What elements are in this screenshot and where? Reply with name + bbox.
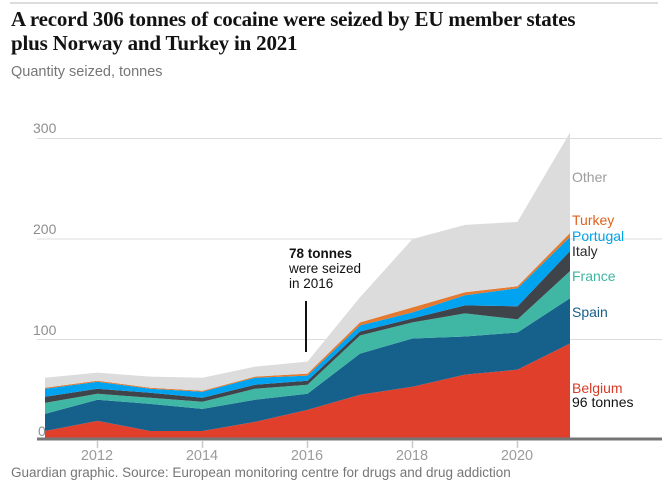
source-credit: Guardian graphic. Source: European monit… bbox=[11, 465, 511, 480]
x-tick-2018: 2018 bbox=[395, 448, 429, 464]
top-divider bbox=[10, 2, 658, 4]
annotation-2016: 78 tonnes were seized in 2016 bbox=[289, 246, 362, 291]
legend-belgium-value: 96 tonnes bbox=[572, 394, 634, 410]
area-portugal bbox=[45, 236, 570, 398]
legend-italy: Italy bbox=[572, 243, 598, 259]
y-tick-300: 300 bbox=[33, 120, 57, 136]
legend-belgium: Belgium bbox=[572, 380, 623, 396]
annotation-text-line2: were seized bbox=[289, 260, 362, 276]
page-title-line2: plus Norway and Turkey in 2021 bbox=[11, 31, 298, 55]
y-tick-100: 100 bbox=[33, 322, 57, 338]
annotation-value: 78 tonnes bbox=[289, 246, 353, 261]
x-tick-2020: 2020 bbox=[500, 448, 534, 464]
area-other bbox=[45, 132, 570, 391]
legend-spain: Spain bbox=[572, 304, 608, 320]
annotation-text-line3: in 2016 bbox=[289, 275, 334, 291]
area-spain bbox=[45, 298, 570, 431]
x-tick-2016: 2016 bbox=[290, 448, 324, 464]
legend-turkey: Turkey bbox=[572, 212, 615, 228]
legend-other: Other bbox=[572, 169, 608, 185]
annotation-pointer-line bbox=[305, 301, 307, 352]
page-title-line1: A record 306 tonnes of cocaine were seiz… bbox=[11, 7, 576, 31]
legend-france: France bbox=[572, 268, 616, 284]
x-tick-2014: 2014 bbox=[185, 448, 219, 464]
page-title: A record 306 tonnes of cocaine were seiz… bbox=[11, 7, 661, 55]
y-tick-0: 0 bbox=[38, 423, 46, 439]
x-tick-2012: 2012 bbox=[80, 448, 114, 464]
legend-portugal: Portugal bbox=[572, 228, 625, 244]
area-france bbox=[45, 271, 570, 414]
area-belgium bbox=[45, 343, 570, 440]
chart-subtitle: Quantity seized, tonnes bbox=[11, 64, 163, 80]
y-tick-200: 200 bbox=[33, 221, 57, 237]
